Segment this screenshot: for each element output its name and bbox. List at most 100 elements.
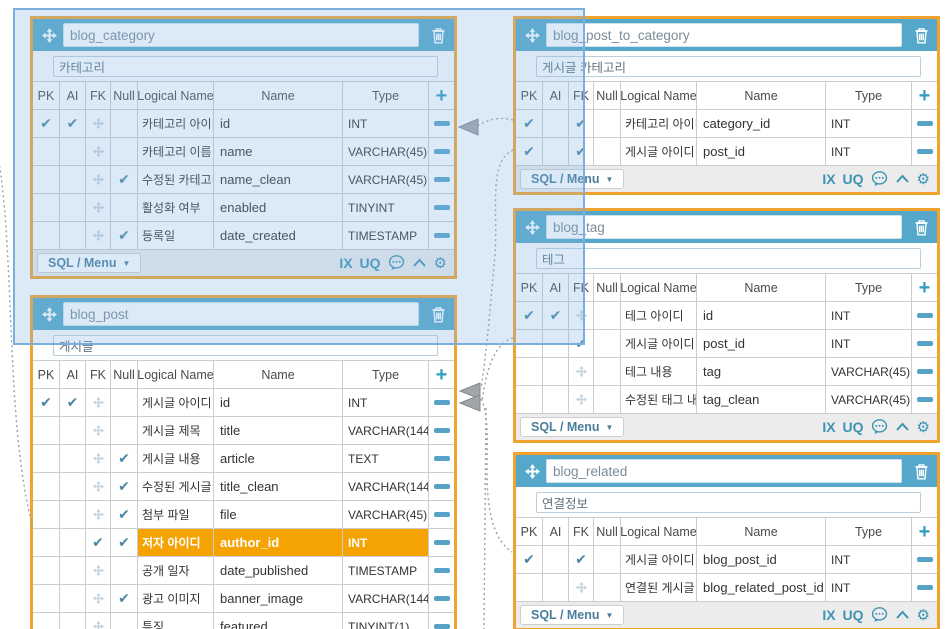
row-drag-icon[interactable] [92, 229, 105, 242]
cell-type[interactable]: INT [826, 546, 912, 573]
cell-name[interactable]: name [214, 138, 343, 165]
cell-type[interactable]: TINYINT(1) [343, 613, 429, 629]
trash-icon[interactable] [910, 463, 932, 480]
ai-check-cell[interactable] [60, 529, 86, 556]
fk-cell[interactable]: ✔ [569, 546, 594, 573]
cell-logical-name[interactable]: 공개 일자 [138, 557, 214, 584]
unique-button[interactable]: UQ [842, 607, 864, 623]
ai-check-cell[interactable] [543, 330, 569, 357]
cell-type[interactable]: VARCHAR(144) [343, 417, 429, 444]
pk-check-cell[interactable] [33, 529, 60, 556]
pk-check-cell[interactable]: ✔ [516, 302, 543, 329]
ai-check-cell[interactable]: ✔ [60, 389, 86, 416]
table-row-author_id[interactable]: ✔ ✔ 저자 아이디 author_id INT [33, 528, 454, 556]
fk-cell[interactable] [86, 473, 111, 500]
cell-type[interactable]: TIMESTAMP [343, 222, 429, 249]
remove-column-icon[interactable] [916, 557, 933, 562]
null-check-cell[interactable] [111, 194, 138, 221]
cell-name[interactable]: banner_image [214, 585, 343, 612]
ai-check-cell[interactable] [543, 574, 569, 601]
table-row-featured[interactable]: 특징 featured TINYINT(1) [33, 612, 454, 629]
cell-name[interactable]: name_clean [214, 166, 343, 193]
cell-logical-name[interactable]: 게시글 아이디 [138, 389, 214, 416]
remove-column-icon[interactable] [916, 369, 933, 374]
row-drag-icon[interactable] [92, 173, 105, 186]
pk-check-cell[interactable] [516, 386, 543, 413]
ai-check-cell[interactable] [543, 358, 569, 385]
ai-check-cell[interactable] [60, 417, 86, 444]
pk-check-cell[interactable] [516, 330, 543, 357]
trash-icon[interactable] [427, 27, 449, 44]
pk-check-cell[interactable] [33, 166, 60, 193]
cell-logical-name[interactable]: 수정된 카테고리 [138, 166, 214, 193]
cell-logical-name[interactable]: 특징 [138, 613, 214, 629]
null-check-cell[interactable]: ✔ [111, 585, 138, 612]
cell-logical-name[interactable]: 카테고리 아이디 [621, 110, 697, 137]
cell-type[interactable]: VARCHAR(45) [343, 138, 429, 165]
cell-logical-name[interactable]: 게시글 내용 [138, 445, 214, 472]
table-row-tag[interactable]: 테그 내용 tag VARCHAR(45) [516, 357, 937, 385]
null-check-cell[interactable] [111, 417, 138, 444]
table-row-date_created[interactable]: ✔ 등록일 date_created TIMESTAMP [33, 221, 454, 249]
pk-check-cell[interactable] [33, 138, 60, 165]
collapse-icon[interactable] [895, 422, 910, 432]
table-row-banner_image[interactable]: ✔ 광고 이미지 banner_image VARCHAR(144) [33, 584, 454, 612]
remove-column-icon[interactable] [433, 428, 450, 433]
fk-cell[interactable]: ✔ [569, 110, 594, 137]
sql-menu-button[interactable]: SQL / Menu ▼ [520, 417, 625, 437]
remove-column-icon[interactable] [433, 121, 450, 126]
pk-check-cell[interactable] [33, 473, 60, 500]
cell-type[interactable]: INT [343, 110, 429, 137]
fk-cell[interactable] [86, 445, 111, 472]
cell-logical-name[interactable]: 광고 이미지 [138, 585, 214, 612]
cell-type[interactable]: VARCHAR(45) [826, 358, 912, 385]
trash-icon[interactable] [910, 27, 932, 44]
move-icon[interactable] [521, 27, 543, 44]
table-row-date_published[interactable]: 공개 일자 date_published TIMESTAMP [33, 556, 454, 584]
row-drag-icon[interactable] [575, 393, 588, 406]
row-drag-icon[interactable] [92, 201, 105, 214]
cell-logical-name[interactable]: 게시글 아이디 [621, 330, 697, 357]
fk-cell[interactable] [569, 574, 594, 601]
cell-logical-name[interactable]: 게시글 아이디 [621, 138, 697, 165]
remove-column-icon[interactable] [433, 233, 450, 238]
ai-check-cell[interactable] [60, 222, 86, 249]
cell-name[interactable]: file [214, 501, 343, 528]
fk-cell[interactable]: ✔ [86, 529, 111, 556]
row-drag-icon[interactable] [92, 424, 105, 437]
add-column-icon[interactable]: + [435, 363, 448, 386]
remove-column-icon[interactable] [433, 456, 450, 461]
cell-logical-name[interactable]: 수정된 게시글 제 [138, 473, 214, 500]
row-drag-icon[interactable] [575, 309, 588, 322]
index-button[interactable]: IX [822, 171, 836, 187]
ai-check-cell[interactable] [60, 501, 86, 528]
null-check-cell[interactable]: ✔ [111, 222, 138, 249]
null-check-cell[interactable] [594, 574, 621, 601]
cell-type[interactable]: INT [826, 574, 912, 601]
null-check-cell[interactable]: ✔ [111, 473, 138, 500]
cell-name[interactable]: featured [214, 613, 343, 629]
cell-name[interactable]: blog_post_id [697, 546, 826, 573]
table-row-blog_post_id[interactable]: ✔ ✔ 게시글 아이디 blog_post_id INT [516, 545, 937, 573]
ai-check-cell[interactable] [60, 613, 86, 629]
null-check-cell[interactable] [111, 110, 138, 137]
null-check-cell[interactable]: ✔ [111, 166, 138, 193]
cell-type[interactable]: INT [826, 110, 912, 137]
ai-check-cell[interactable]: ✔ [543, 302, 569, 329]
fk-cell[interactable] [86, 166, 111, 193]
remove-column-icon[interactable] [433, 512, 450, 517]
null-check-cell[interactable] [111, 138, 138, 165]
unique-button[interactable]: UQ [842, 419, 864, 435]
fk-cell[interactable] [569, 358, 594, 385]
table-comment-input[interactable] [53, 55, 438, 77]
cell-type[interactable]: INT [343, 389, 429, 416]
null-check-cell[interactable] [594, 138, 621, 165]
pk-check-cell[interactable]: ✔ [516, 138, 543, 165]
unique-button[interactable]: UQ [359, 255, 381, 271]
table-row-post_id[interactable]: ✔ 게시글 아이디 post_id INT [516, 329, 937, 357]
